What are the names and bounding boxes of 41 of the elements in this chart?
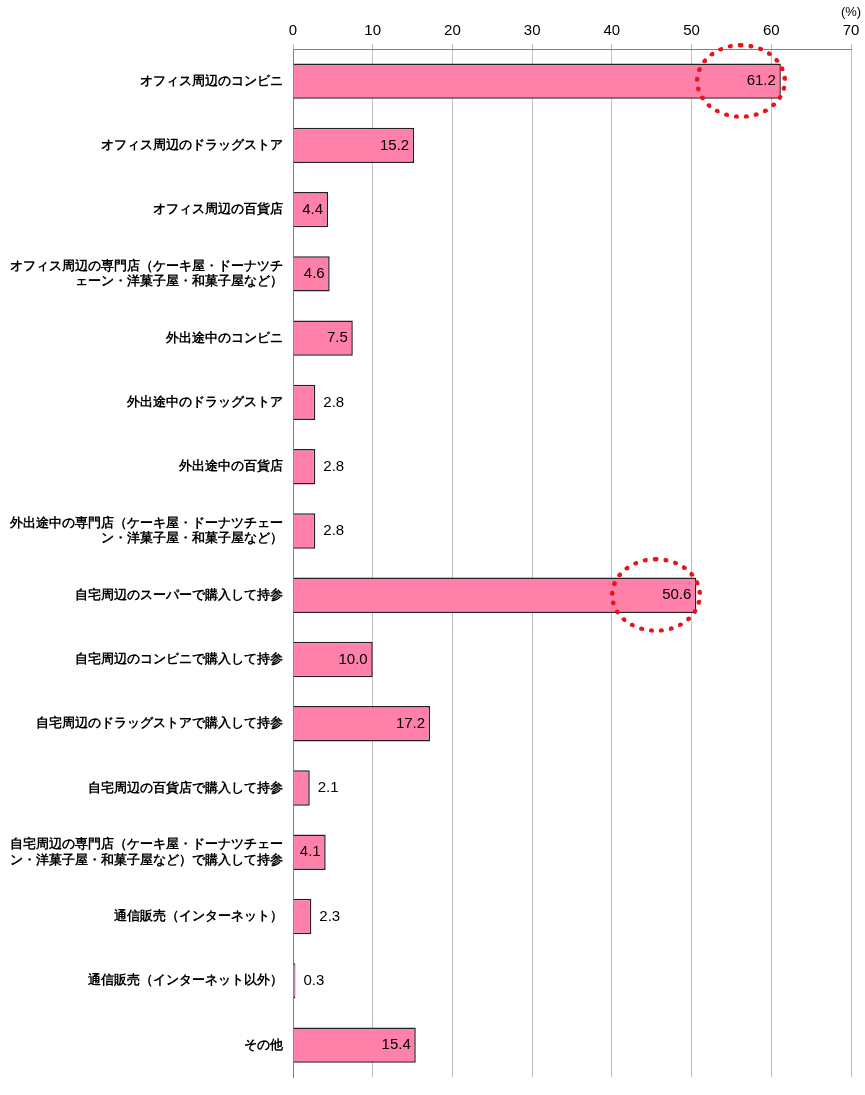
x-tick-label: 30 (523, 21, 541, 39)
y-tick-label: 自宅周辺のドラッグストアで購入して持参 (36, 715, 283, 731)
x-tick-label: 70 (842, 21, 860, 39)
data-label: 2.8 (323, 521, 345, 539)
y-tick-label: 外出途中の専門店（ケーキ屋・ドーナツチェーン・洋菓子屋・和菓子屋など） (9, 514, 283, 546)
data-label: 15.4 (381, 1035, 411, 1053)
y-tick-label: 外出途中の百貨店 (178, 458, 283, 474)
x-tick-label: 60 (762, 21, 780, 39)
y-tick-label: オフィス周辺の百貨店 (153, 201, 283, 217)
y-tick-label: 通信販売（インターネット以外） (87, 972, 283, 988)
data-label: 4.1 (299, 842, 321, 860)
y-tick-label: 自宅周辺の専門店（ケーキ屋・ドーナツチェーン・洋菓子屋・和菓子屋など）で購入して持参 (10, 836, 283, 867)
data-label: 2.3 (319, 906, 341, 924)
data-label: 50.6 (662, 585, 692, 603)
data-label: 2.1 (317, 778, 339, 796)
y-tick-label: オフィス周辺のドラッグストア (101, 136, 283, 152)
x-tick-label: 50 (683, 21, 700, 39)
data-label: 15.2 (379, 135, 410, 153)
data-label: 61.2 (746, 71, 776, 89)
x-tick-label: 0 (288, 21, 298, 39)
y-tick-label: その他 (244, 1036, 284, 1052)
data-label: 7.5 (326, 328, 348, 346)
data-label: 17.2 (395, 713, 426, 731)
y-tick-label: オフィス周辺の専門店（ケーキ屋・ドーナツチェーン・洋菓子屋・和菓子屋など） (10, 257, 283, 289)
y-tick-label: 外出途中のコンビニ (165, 329, 283, 345)
x-axis-title: (%) (840, 4, 862, 20)
data-label: 4.6 (303, 264, 325, 282)
data-label: 4.4 (302, 199, 324, 217)
data-label: 2.8 (323, 392, 345, 410)
y-tick-label: 外出途中のドラッグストア (126, 394, 283, 410)
y-tick-label: 自宅周辺のスーパーで購入して持参 (75, 586, 283, 602)
x-tick-label: 40 (603, 21, 621, 39)
data-label: 10.0 (338, 649, 368, 667)
y-tick-label: 通信販売（インターネット） (113, 908, 283, 924)
x-tick-label: 10 (364, 21, 382, 39)
data-label: 2.8 (323, 456, 345, 474)
y-tick-label: オフィス周辺のコンビニ (140, 72, 283, 88)
x-tick-label: 20 (444, 21, 461, 39)
data-label: 0.3 (303, 970, 325, 988)
y-tick-label: 自宅周辺のコンビニで購入して持参 (75, 651, 283, 667)
y-tick-label: 自宅周辺の百貨店で購入して持参 (88, 779, 283, 795)
